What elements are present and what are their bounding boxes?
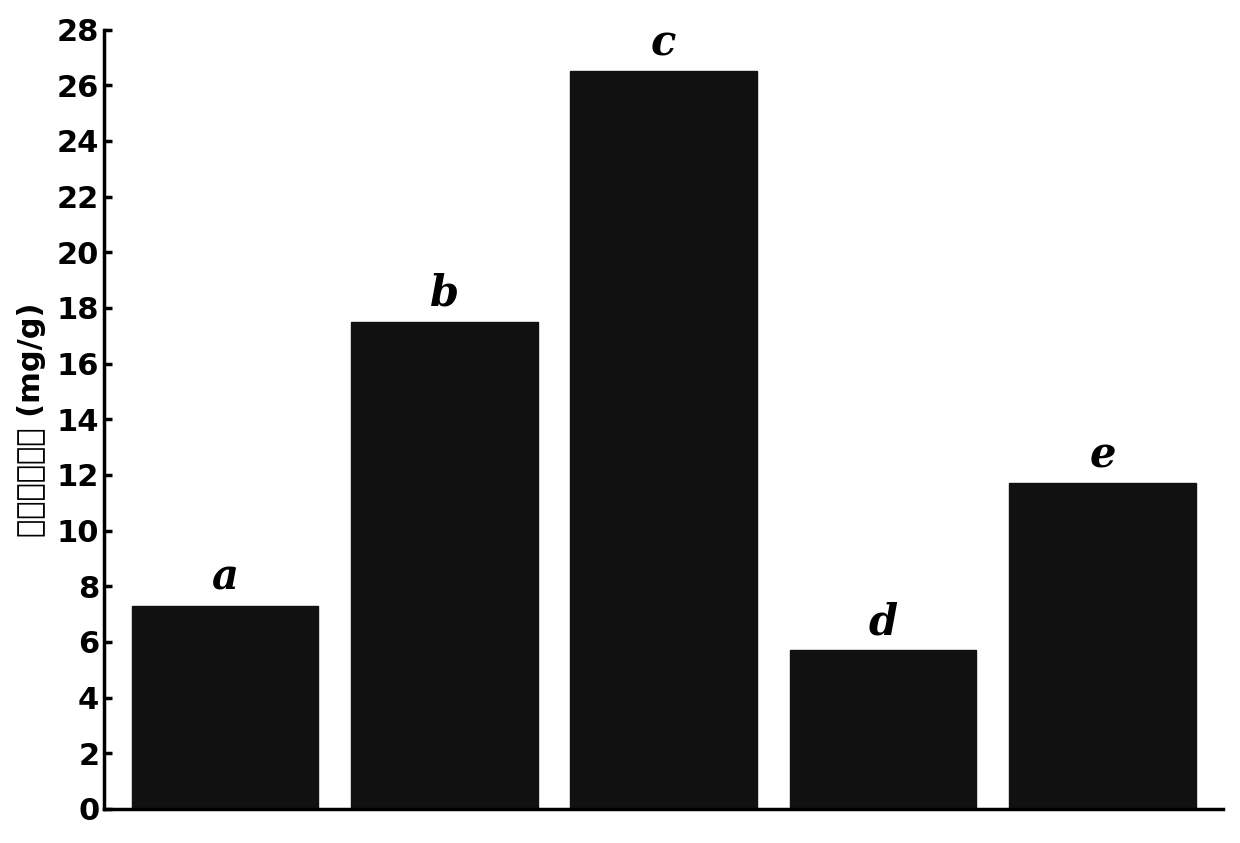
Bar xyxy=(351,322,538,808)
Text: a: a xyxy=(211,556,238,599)
Bar xyxy=(570,72,756,808)
Text: d: d xyxy=(869,601,898,643)
Text: b: b xyxy=(430,273,459,315)
Bar xyxy=(1009,483,1195,808)
Text: c: c xyxy=(651,23,677,64)
Bar xyxy=(790,650,976,808)
Y-axis label: 单位电吸附量 (mg/g): 单位电吸附量 (mg/g) xyxy=(16,302,46,536)
Bar xyxy=(131,606,319,808)
Text: e: e xyxy=(1090,434,1116,476)
